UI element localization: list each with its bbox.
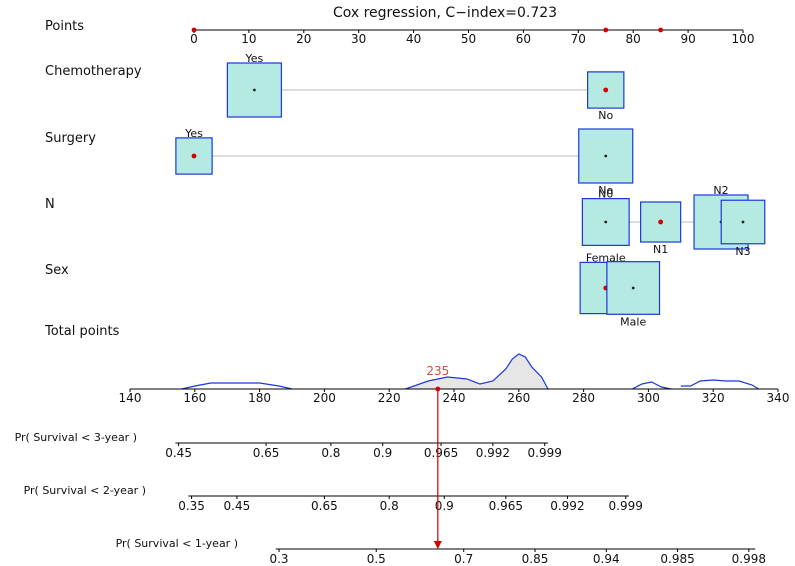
total-axis-tick-label: 180 xyxy=(248,391,271,405)
level-point xyxy=(603,87,609,93)
points-axis-marker xyxy=(191,27,197,33)
selected-total-pointer: 235 xyxy=(426,364,449,549)
survival-axis-1: Pr( Survival < 3-year ) 0.45 0.65 0.8 0.9 0.9… xyxy=(15,431,562,460)
points-axis-tick-label: 30 xyxy=(351,32,366,46)
survival-axis-label: Pr( Survival < 1-year ) xyxy=(116,537,238,550)
variable-label: Sex xyxy=(45,263,69,278)
points-axis-tick-label: 0 xyxy=(190,32,198,46)
level-point xyxy=(741,220,745,224)
survival-axis-tick-label: 0.999 xyxy=(528,446,562,460)
points-axis-marker xyxy=(603,27,609,33)
total-axis-tick-label: 320 xyxy=(702,391,725,405)
survival-axis-tick-label: 0.35 xyxy=(178,499,205,513)
points-axis-tick-label: 10 xyxy=(241,32,256,46)
survival-axis-tick-label: 0.7 xyxy=(454,552,473,566)
points-axis-marker xyxy=(658,27,664,33)
points-axis-tick-label: 80 xyxy=(626,32,641,46)
level-label: No xyxy=(598,109,613,122)
variable-row-n: N N0 N1 N2 N3 xyxy=(45,184,766,258)
level-label: N1 xyxy=(653,243,668,256)
survival-axis-tick-label: 0.8 xyxy=(380,499,399,513)
total-axis-tick-label: 260 xyxy=(507,391,530,405)
selected-total-label: 235 xyxy=(426,364,449,378)
selected-total-arrowhead xyxy=(433,541,442,549)
variable-label: Chemotherapy xyxy=(45,64,142,79)
points-axis-tick-label: 70 xyxy=(571,32,586,46)
total-axis-tick-label: 160 xyxy=(183,391,206,405)
level-label: Yes xyxy=(184,127,203,140)
total-axis-tick-label: 300 xyxy=(637,391,660,405)
points-axis-tick-label: 50 xyxy=(461,32,476,46)
survival-axis-tick-label: 0.965 xyxy=(489,499,523,513)
survival-axis-2: Pr( Survival < 2-year ) 0.35 0.45 0.65 0.8 0.… xyxy=(24,484,643,513)
total-axis-tick-label: 200 xyxy=(313,391,336,405)
level-label: Male xyxy=(620,315,646,328)
survival-axis-tick-label: 0.965 xyxy=(424,446,458,460)
survival-axis-tick-label: 0.9 xyxy=(373,446,392,460)
survival-axis-label: Pr( Survival < 3-year ) xyxy=(15,431,137,444)
chart-title: Cox regression, C−index=0.723 xyxy=(333,5,557,21)
survival-axes: Pr( Survival < 3-year ) 0.45 0.65 0.8 0.9 0.9… xyxy=(15,431,766,566)
variable-row-chemotherapy: Chemotherapy Yes No xyxy=(45,52,625,122)
total-points-label: Total points xyxy=(44,324,120,339)
level-point xyxy=(631,286,635,290)
total-axis-tick-label: 340 xyxy=(767,391,790,405)
level-point xyxy=(604,154,608,158)
level-point xyxy=(252,88,256,92)
survival-axis-label: Pr( Survival < 2-year ) xyxy=(24,484,146,497)
level-label: Yes xyxy=(245,52,264,65)
survival-axis-tick-label: 0.998 xyxy=(732,552,766,566)
points-axis-tick-label: 90 xyxy=(680,32,695,46)
points-axis: 0 10 20 30 40 50 60 70 80 90 100 xyxy=(190,27,755,46)
level-point xyxy=(604,220,608,224)
level-label: N3 xyxy=(735,245,750,258)
points-axis-label: Points xyxy=(45,19,84,34)
points-axis-tick-label: 100 xyxy=(732,32,755,46)
total-axis-tick-label: 280 xyxy=(572,391,595,405)
survival-axis-tick-label: 0.85 xyxy=(522,552,549,566)
survival-axis-tick-label: 0.8 xyxy=(321,446,340,460)
variable-rows: Chemotherapy Yes No Surgery Yes No N N0 N1 N2 N3 Se… xyxy=(45,52,766,328)
variable-row-surgery: Surgery Yes No xyxy=(45,127,634,197)
survival-axis-tick-label: 0.999 xyxy=(609,499,643,513)
level-label: N0 xyxy=(598,188,613,201)
survival-axis-tick-label: 0.94 xyxy=(593,552,620,566)
points-axis-tick-label: 20 xyxy=(296,32,311,46)
survival-axis-tick-label: 0.45 xyxy=(165,446,192,460)
survival-axis-tick-label: 0.65 xyxy=(253,446,280,460)
survival-axis-tick-label: 0.5 xyxy=(367,552,386,566)
variable-label: N xyxy=(45,197,55,212)
survival-axis-3: Pr( Survival < 1-year ) 0.3 0.5 0.7 0.85 0.94… xyxy=(116,537,766,566)
density-curve xyxy=(181,353,759,390)
total-points-axis: 140 160 180 200 220 240 260 280 300 320 340 xyxy=(119,353,790,405)
survival-axis-tick-label: 0.992 xyxy=(550,499,584,513)
variable-label: Surgery xyxy=(45,131,96,146)
survival-axis-tick-label: 0.992 xyxy=(476,446,510,460)
total-axis-tick-label: 140 xyxy=(119,391,142,405)
level-label: N2 xyxy=(713,184,728,197)
survival-axis-tick-label: 0.65 xyxy=(311,499,338,513)
survival-axis-tick-label: 0.985 xyxy=(660,552,694,566)
points-axis-tick-label: 60 xyxy=(516,32,531,46)
survival-axis-tick-label: 0.3 xyxy=(269,552,288,566)
survival-axis-tick-label: 0.9 xyxy=(435,499,454,513)
level-point xyxy=(191,153,197,159)
total-axis-tick-label: 240 xyxy=(443,391,466,405)
total-axis-tick-label: 220 xyxy=(378,391,401,405)
density-fill xyxy=(405,354,548,389)
level-point xyxy=(658,219,664,225)
level-label: No xyxy=(598,184,613,197)
points-axis-tick-label: 40 xyxy=(406,32,421,46)
survival-axis-tick-label: 0.45 xyxy=(224,499,251,513)
